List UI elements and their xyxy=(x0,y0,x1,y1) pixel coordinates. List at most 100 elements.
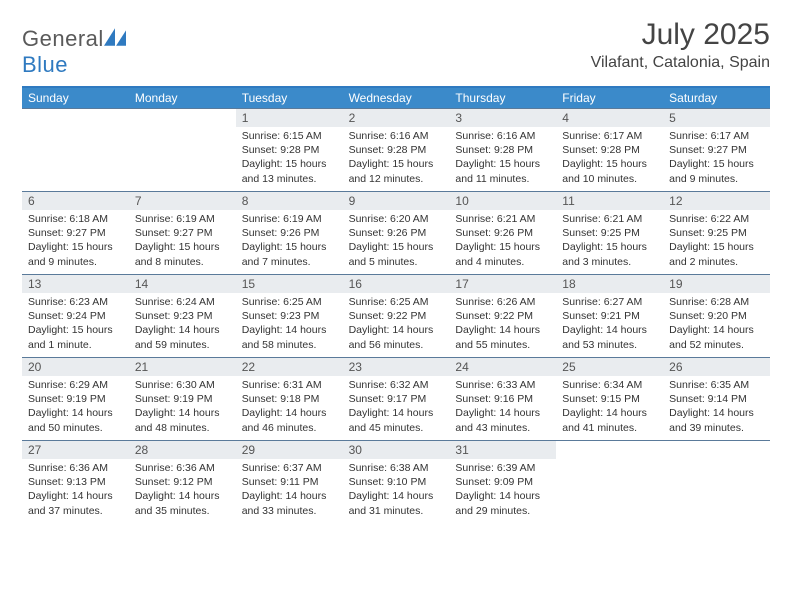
weeks-container: 1Sunrise: 6:15 AMSunset: 9:28 PMDaylight… xyxy=(22,108,770,523)
sunrise-line: Sunrise: 6:34 AM xyxy=(562,378,657,392)
cell-body: Sunrise: 6:19 AMSunset: 9:26 PMDaylight:… xyxy=(236,210,343,273)
calendar-cell: 28Sunrise: 6:36 AMSunset: 9:12 PMDayligh… xyxy=(129,441,236,523)
logo-text-blue: Blue xyxy=(22,52,68,77)
cell-body: Sunrise: 6:21 AMSunset: 9:26 PMDaylight:… xyxy=(449,210,556,273)
cell-body: Sunrise: 6:39 AMSunset: 9:09 PMDaylight:… xyxy=(449,459,556,522)
calendar-cell: 9Sunrise: 6:20 AMSunset: 9:26 PMDaylight… xyxy=(343,192,450,274)
day-number: 15 xyxy=(236,275,343,293)
calendar-cell: 6Sunrise: 6:18 AMSunset: 9:27 PMDaylight… xyxy=(22,192,129,274)
sunrise-line: Sunrise: 6:17 AM xyxy=(562,129,657,143)
week-row: 20Sunrise: 6:29 AMSunset: 9:19 PMDayligh… xyxy=(22,357,770,440)
sunset-line: Sunset: 9:27 PM xyxy=(28,226,123,240)
day-header: Wednesday xyxy=(343,88,450,108)
sunrise-line: Sunrise: 6:17 AM xyxy=(669,129,764,143)
sunrise-line: Sunrise: 6:24 AM xyxy=(135,295,230,309)
daylight-line: Daylight: 15 hours and 8 minutes. xyxy=(135,240,230,268)
calendar-cell: 10Sunrise: 6:21 AMSunset: 9:26 PMDayligh… xyxy=(449,192,556,274)
sunset-line: Sunset: 9:24 PM xyxy=(28,309,123,323)
sunset-line: Sunset: 9:09 PM xyxy=(455,475,550,489)
week-row: 6Sunrise: 6:18 AMSunset: 9:27 PMDaylight… xyxy=(22,191,770,274)
day-number: 8 xyxy=(236,192,343,210)
daylight-line: Daylight: 14 hours and 31 minutes. xyxy=(349,489,444,517)
sunset-line: Sunset: 9:21 PM xyxy=(562,309,657,323)
location: Vilafant, Catalonia, Spain xyxy=(591,54,770,72)
sunset-line: Sunset: 9:12 PM xyxy=(135,475,230,489)
daylight-line: Daylight: 14 hours and 41 minutes. xyxy=(562,406,657,434)
sunrise-line: Sunrise: 6:22 AM xyxy=(669,212,764,226)
logo-text: GeneralBlue xyxy=(22,26,126,78)
sunrise-line: Sunrise: 6:36 AM xyxy=(28,461,123,475)
sunset-line: Sunset: 9:15 PM xyxy=(562,392,657,406)
sunset-line: Sunset: 9:23 PM xyxy=(135,309,230,323)
day-header: Thursday xyxy=(449,88,556,108)
calendar-cell: 3Sunrise: 6:16 AMSunset: 9:28 PMDaylight… xyxy=(449,109,556,191)
sunrise-line: Sunrise: 6:15 AM xyxy=(242,129,337,143)
calendar-cell: 12Sunrise: 6:22 AMSunset: 9:25 PMDayligh… xyxy=(663,192,770,274)
sunrise-line: Sunrise: 6:36 AM xyxy=(135,461,230,475)
sunset-line: Sunset: 9:28 PM xyxy=(562,143,657,157)
sunrise-line: Sunrise: 6:19 AM xyxy=(242,212,337,226)
daylight-line: Daylight: 15 hours and 5 minutes. xyxy=(349,240,444,268)
daylight-line: Daylight: 14 hours and 46 minutes. xyxy=(242,406,337,434)
cell-body: Sunrise: 6:28 AMSunset: 9:20 PMDaylight:… xyxy=(663,293,770,356)
cell-body: Sunrise: 6:18 AMSunset: 9:27 PMDaylight:… xyxy=(22,210,129,273)
day-number: 6 xyxy=(22,192,129,210)
daylight-line: Daylight: 14 hours and 58 minutes. xyxy=(242,323,337,351)
sunrise-line: Sunrise: 6:32 AM xyxy=(349,378,444,392)
calendar-cell: 16Sunrise: 6:25 AMSunset: 9:22 PMDayligh… xyxy=(343,275,450,357)
calendar-cell: 18Sunrise: 6:27 AMSunset: 9:21 PMDayligh… xyxy=(556,275,663,357)
sunrise-line: Sunrise: 6:29 AM xyxy=(28,378,123,392)
cell-body: Sunrise: 6:30 AMSunset: 9:19 PMDaylight:… xyxy=(129,376,236,439)
sunset-line: Sunset: 9:26 PM xyxy=(349,226,444,240)
day-header: Tuesday xyxy=(236,88,343,108)
calendar-cell: 29Sunrise: 6:37 AMSunset: 9:11 PMDayligh… xyxy=(236,441,343,523)
cell-body: Sunrise: 6:19 AMSunset: 9:27 PMDaylight:… xyxy=(129,210,236,273)
calendar-cell: 1Sunrise: 6:15 AMSunset: 9:28 PMDaylight… xyxy=(236,109,343,191)
day-header: Monday xyxy=(129,88,236,108)
day-number: 24 xyxy=(449,358,556,376)
day-number: 11 xyxy=(556,192,663,210)
sunrise-line: Sunrise: 6:21 AM xyxy=(455,212,550,226)
day-number: 21 xyxy=(129,358,236,376)
calendar-cell xyxy=(556,441,663,523)
cell-body: Sunrise: 6:27 AMSunset: 9:21 PMDaylight:… xyxy=(556,293,663,356)
sail-icon xyxy=(104,28,126,46)
sunrise-line: Sunrise: 6:25 AM xyxy=(349,295,444,309)
sunrise-line: Sunrise: 6:16 AM xyxy=(349,129,444,143)
calendar-cell xyxy=(129,109,236,191)
day-number: 27 xyxy=(22,441,129,459)
week-row: 1Sunrise: 6:15 AMSunset: 9:28 PMDaylight… xyxy=(22,108,770,191)
sunrise-line: Sunrise: 6:37 AM xyxy=(242,461,337,475)
sunrise-line: Sunrise: 6:16 AM xyxy=(455,129,550,143)
calendar-cell: 5Sunrise: 6:17 AMSunset: 9:27 PMDaylight… xyxy=(663,109,770,191)
day-number: 9 xyxy=(343,192,450,210)
day-number: 5 xyxy=(663,109,770,127)
day-number: 12 xyxy=(663,192,770,210)
cell-body: Sunrise: 6:33 AMSunset: 9:16 PMDaylight:… xyxy=(449,376,556,439)
sunrise-line: Sunrise: 6:28 AM xyxy=(669,295,764,309)
cell-body: Sunrise: 6:20 AMSunset: 9:26 PMDaylight:… xyxy=(343,210,450,273)
daylight-line: Daylight: 15 hours and 3 minutes. xyxy=(562,240,657,268)
sunset-line: Sunset: 9:23 PM xyxy=(242,309,337,323)
day-number: 14 xyxy=(129,275,236,293)
cell-body xyxy=(556,458,663,464)
calendar-cell: 19Sunrise: 6:28 AMSunset: 9:20 PMDayligh… xyxy=(663,275,770,357)
daylight-line: Daylight: 14 hours and 50 minutes. xyxy=(28,406,123,434)
calendar-cell: 21Sunrise: 6:30 AMSunset: 9:19 PMDayligh… xyxy=(129,358,236,440)
calendar-cell xyxy=(663,441,770,523)
sunrise-line: Sunrise: 6:19 AM xyxy=(135,212,230,226)
sunset-line: Sunset: 9:28 PM xyxy=(349,143,444,157)
cell-body: Sunrise: 6:29 AMSunset: 9:19 PMDaylight:… xyxy=(22,376,129,439)
calendar-cell xyxy=(22,109,129,191)
day-number: 19 xyxy=(663,275,770,293)
cell-body: Sunrise: 6:23 AMSunset: 9:24 PMDaylight:… xyxy=(22,293,129,356)
sunset-line: Sunset: 9:25 PM xyxy=(669,226,764,240)
calendar-cell: 7Sunrise: 6:19 AMSunset: 9:27 PMDaylight… xyxy=(129,192,236,274)
daylight-line: Daylight: 14 hours and 39 minutes. xyxy=(669,406,764,434)
day-number xyxy=(663,441,770,458)
calendar-cell: 20Sunrise: 6:29 AMSunset: 9:19 PMDayligh… xyxy=(22,358,129,440)
cell-body: Sunrise: 6:25 AMSunset: 9:23 PMDaylight:… xyxy=(236,293,343,356)
day-number: 10 xyxy=(449,192,556,210)
sunrise-line: Sunrise: 6:27 AM xyxy=(562,295,657,309)
calendar-cell: 25Sunrise: 6:34 AMSunset: 9:15 PMDayligh… xyxy=(556,358,663,440)
